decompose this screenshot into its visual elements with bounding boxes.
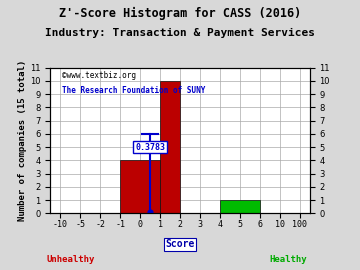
- Text: Healthy: Healthy: [269, 255, 307, 264]
- Y-axis label: Number of companies (15 total): Number of companies (15 total): [18, 60, 27, 221]
- Bar: [160, 81, 180, 213]
- Text: ©www.textbiz.org: ©www.textbiz.org: [62, 72, 136, 80]
- Text: Industry: Transaction & Payment Services: Industry: Transaction & Payment Services: [45, 28, 315, 38]
- Bar: [220, 200, 260, 213]
- Text: Score: Score: [165, 239, 195, 249]
- Bar: [120, 160, 160, 213]
- Text: Unhealthy: Unhealthy: [46, 255, 94, 264]
- Text: The Research Foundation of SUNY: The Research Foundation of SUNY: [62, 86, 206, 95]
- Text: Z'-Score Histogram for CASS (2016): Z'-Score Histogram for CASS (2016): [59, 7, 301, 20]
- Text: 0.3783: 0.3783: [135, 143, 165, 151]
